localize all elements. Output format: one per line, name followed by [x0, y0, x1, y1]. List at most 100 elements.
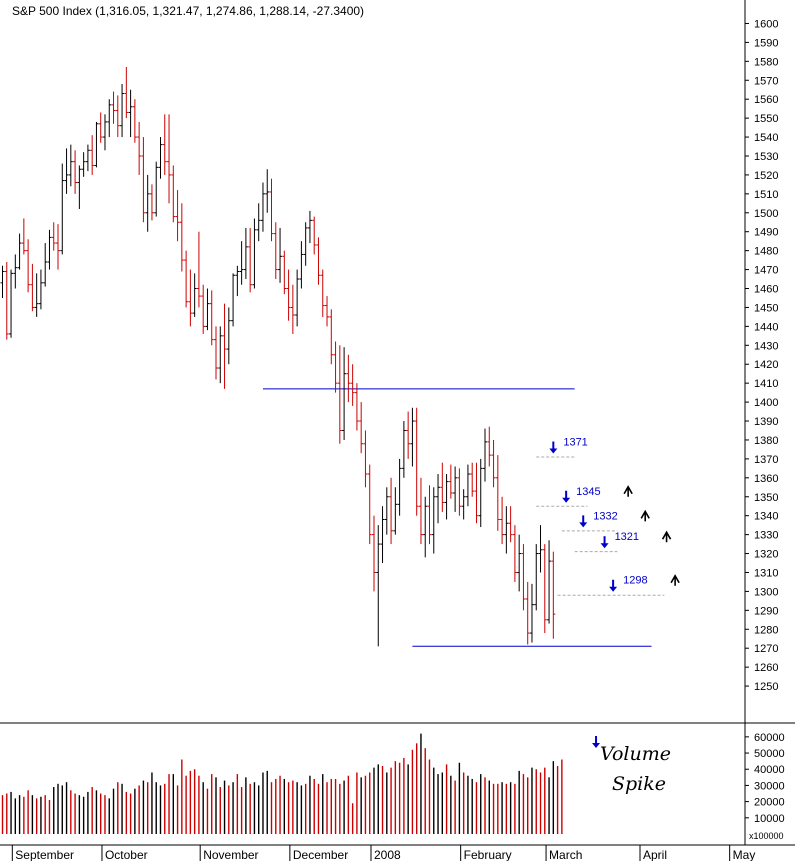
ohlc-bar — [51, 222, 56, 251]
month-label: September — [15, 848, 74, 861]
ohlc-bar — [192, 273, 197, 317]
ohlc-bar — [312, 216, 317, 255]
ohlc-bar — [512, 525, 517, 582]
month-label: December — [293, 848, 348, 861]
price-tick-label: 1320 — [754, 549, 778, 561]
ohlc-bar — [538, 525, 543, 573]
ohlc-bar — [47, 229, 52, 270]
price-tick-label: 1470 — [754, 265, 778, 277]
ohlc-bar — [504, 506, 509, 554]
level-label: 1345 — [576, 486, 600, 498]
volume-tick-label: 60000 — [754, 732, 785, 744]
price-tick-label: 1360 — [754, 473, 778, 485]
ohlc-bar — [81, 152, 86, 177]
ohlc-bar — [239, 241, 244, 285]
ohlc-bar — [162, 114, 167, 175]
ohlc-bar — [21, 218, 26, 255]
ohlc-bar — [517, 534, 522, 592]
price-tick-label: 1380 — [754, 435, 778, 447]
month-label: May — [733, 848, 756, 861]
month-label: October — [105, 848, 148, 861]
ohlc-bar — [115, 95, 120, 138]
price-bars — [0, 67, 556, 647]
ohlc-bar — [26, 239, 31, 293]
ohlc-bar — [171, 165, 176, 223]
down-arrow-icon — [600, 536, 609, 549]
ohlc-bar — [102, 114, 107, 151]
ohlc-bar — [376, 525, 381, 647]
price-tick-label: 1540 — [754, 132, 778, 144]
ohlc-bar — [500, 496, 505, 545]
ohlc-bar — [256, 203, 261, 242]
ohlc-bar — [483, 428, 488, 482]
price-tick-label: 1400 — [754, 397, 778, 409]
ohlc-bar — [77, 165, 82, 209]
volume-note-line1: Volume — [600, 743, 671, 765]
ohlc-bar — [226, 307, 231, 365]
ohlc-bar — [120, 84, 125, 138]
ohlc-bar — [286, 269, 291, 321]
ohlc-bar — [551, 551, 556, 639]
price-tick-label: 1430 — [754, 340, 778, 352]
level-label: 1371 — [563, 437, 587, 449]
ohlc-bar — [132, 99, 137, 143]
ohlc-bar — [137, 121, 142, 175]
ohlc-bar — [444, 474, 449, 520]
ohlc-bar — [260, 182, 265, 232]
ohlc-bar — [389, 477, 394, 545]
ohlc-bar — [547, 540, 552, 624]
ohlc-bar — [346, 354, 351, 403]
ohlc-bar — [201, 284, 206, 334]
arrow-head — [579, 522, 588, 528]
price-tick-label: 1300 — [754, 586, 778, 598]
month-label: November — [203, 848, 258, 861]
ohlc-bar — [342, 347, 347, 440]
price-tick-label: 1460 — [754, 284, 778, 296]
ohlc-bar — [508, 506, 513, 543]
ohlc-bar — [453, 466, 458, 512]
ohlc-bar — [30, 263, 35, 312]
ohlc-bar — [406, 411, 411, 459]
price-tick-label: 1410 — [754, 378, 778, 390]
ohlc-bar — [495, 455, 500, 531]
level-label: 1332 — [593, 510, 617, 522]
ohlc-bar — [111, 91, 116, 124]
ohlc-bar — [188, 269, 193, 327]
ohlc-bar — [107, 99, 112, 138]
price-tick-label: 1260 — [754, 662, 778, 674]
ohlc-bar — [316, 237, 321, 285]
price-tick-label: 1330 — [754, 530, 778, 542]
ohlc-bar — [529, 583, 534, 643]
ohlc-bar — [68, 144, 73, 187]
ohlc-bar — [64, 148, 69, 194]
level-label: 1321 — [615, 531, 639, 543]
ohlc-bar — [90, 135, 95, 175]
arrow-head — [562, 497, 571, 503]
ohlc-bar — [303, 222, 308, 266]
ohlc-bar — [325, 296, 330, 327]
price-tick-label: 1600 — [754, 18, 778, 30]
arrow-head — [609, 586, 618, 592]
ohlc-bar — [273, 222, 278, 280]
ohlc-bar — [350, 364, 355, 406]
price-tick-label: 1490 — [754, 227, 778, 239]
ohlc-bar — [209, 290, 214, 346]
ohlc-bar — [299, 241, 304, 289]
ohlc-bar — [380, 506, 385, 564]
price-tick-label: 1290 — [754, 605, 778, 617]
ohlc-bar — [13, 254, 18, 289]
down-arrow-icon — [579, 515, 588, 528]
ohlc-bar — [448, 464, 453, 499]
arrow-head — [600, 543, 609, 549]
ohlc-bar — [423, 496, 428, 558]
ohlc-bar — [414, 407, 419, 516]
ohlc-bar — [427, 485, 432, 545]
ohlc-bar — [231, 273, 236, 327]
price-tick-label: 1530 — [754, 151, 778, 163]
volume-tick-label: 50000 — [754, 748, 785, 760]
ohlc-bar — [4, 262, 9, 340]
ohlc-bar — [521, 544, 526, 611]
price-tick-label: 1480 — [754, 246, 778, 258]
ohlc-bar — [158, 137, 163, 179]
